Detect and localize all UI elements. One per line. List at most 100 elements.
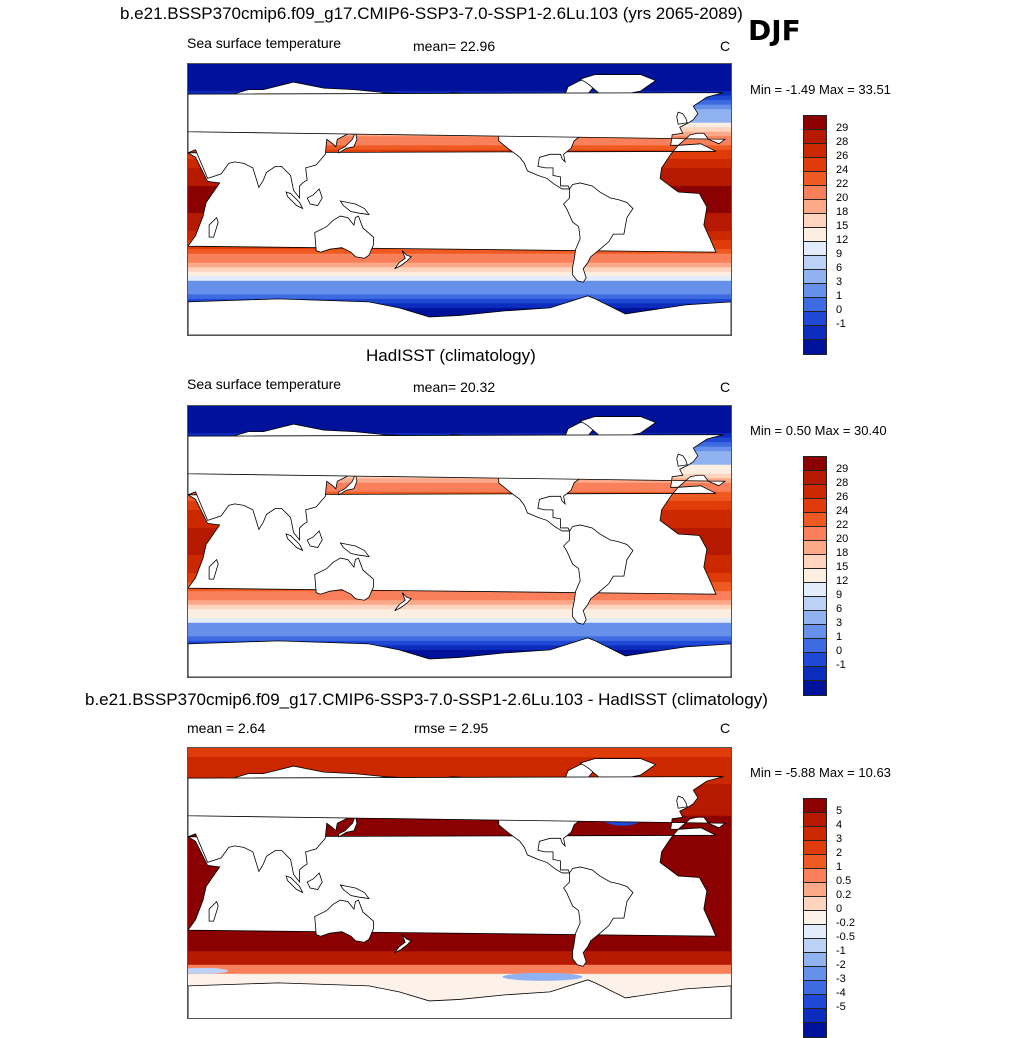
- ocean-band: [188, 64, 731, 70]
- colorbar-swatch: [804, 1023, 826, 1037]
- panel-2-title: HadISST (climatology): [366, 346, 536, 365]
- colorbar-swatch: [804, 200, 826, 214]
- colorbar-swatch: [804, 340, 826, 354]
- colorbar-level-label: 24: [836, 164, 849, 176]
- colorbar-level-label: 15: [836, 220, 849, 232]
- colorbar-swatch: [804, 116, 826, 130]
- ocean-band: [188, 960, 731, 966]
- panel-1-mean-label: mean= 22.96: [413, 38, 496, 54]
- ocean-band: [188, 600, 731, 606]
- panel-1-title: b.e21.BSSP370cmip6.f09_g17.CMIP6-SSP3-7.…: [120, 4, 743, 23]
- colorbar-level-label: -5: [836, 1001, 846, 1013]
- land-newguinea: [339, 200, 370, 216]
- colorbar-level-label: 29: [836, 463, 849, 475]
- ocean-band: [188, 424, 731, 430]
- colorbar-level-label: 3: [836, 617, 843, 629]
- ocean-band: [188, 253, 731, 259]
- ocean-band: [188, 982, 731, 988]
- panel-3-rmse-label: rmse = 2.95: [414, 720, 489, 736]
- colorbar-level-label: 1: [836, 631, 843, 643]
- panel-1-minmax-label: Min = -1.49 Max = 33.51: [750, 82, 891, 97]
- ocean-band: [188, 595, 731, 601]
- colorbar-level-label: -1: [836, 318, 846, 330]
- land-americasS: [563, 524, 634, 625]
- panel-2-mean-label: mean= 20.32: [413, 379, 496, 395]
- land-europe_w: [188, 92, 727, 146]
- ocean-band: [188, 654, 731, 660]
- ocean-band: [188, 136, 731, 142]
- colorbar-swatch: [804, 855, 826, 869]
- colorbar-swatch: [804, 995, 826, 1009]
- colorbar-level-label: 0: [836, 304, 843, 316]
- ocean-band: [188, 748, 731, 754]
- land-sumatra: [285, 533, 304, 552]
- ocean-band: [188, 285, 731, 291]
- land-madagascar: [208, 558, 219, 580]
- ocean-band: [188, 73, 731, 79]
- colorbar-swatch: [804, 611, 826, 625]
- colorbar-swatch: [804, 214, 826, 228]
- panel-3-map: [187, 747, 732, 1019]
- colorbar-level-label: 28: [836, 136, 849, 148]
- ocean-band: [188, 415, 731, 421]
- land-europe_w: [188, 434, 727, 488]
- ocean-band: [188, 258, 731, 264]
- ocean-band: [188, 649, 731, 656]
- map-canvas: [188, 406, 731, 677]
- colorbar-swatch: [804, 144, 826, 158]
- land-australia: [314, 557, 374, 601]
- colorbar-level-label: 1: [836, 290, 843, 302]
- colorbar-level-label: 12: [836, 234, 849, 246]
- ocean-band: [188, 86, 731, 92]
- colorbar-level-label: 3: [836, 276, 843, 288]
- colorbar-swatch: [804, 457, 826, 471]
- panel-1-map: [187, 63, 732, 336]
- panel-3-colorbar: [803, 798, 827, 1038]
- ocean-band: [188, 987, 731, 993]
- ocean-band: [188, 752, 731, 758]
- colorbar-level-label: -1: [836, 659, 846, 671]
- ocean-band: [188, 829, 731, 835]
- colorbar-level-label: -2: [836, 959, 846, 971]
- panel-2-units-label: C: [720, 379, 731, 395]
- ocean-band: [188, 609, 731, 615]
- ocean-band: [188, 964, 731, 970]
- colorbar-swatch: [804, 681, 826, 695]
- ocean-band: [188, 68, 731, 74]
- colorbar-swatch: [804, 939, 826, 953]
- cold-anomaly-patch: [502, 972, 583, 981]
- land-madagascar: [208, 900, 219, 922]
- ocean-band: [188, 406, 731, 412]
- season-label: DJF: [748, 14, 801, 47]
- colorbar-swatch: [804, 130, 826, 144]
- ocean-band: [188, 996, 731, 1002]
- ocean-band: [188, 933, 731, 939]
- ocean-band: [188, 820, 731, 826]
- panel-2-variable-label: Sea surface temperature: [187, 376, 342, 392]
- ocean-band: [188, 303, 731, 309]
- land-nz: [394, 592, 412, 612]
- land-americasS: [563, 866, 634, 967]
- colorbar-swatch: [804, 911, 826, 925]
- colorbar-swatch: [804, 471, 826, 485]
- ocean-band: [188, 636, 731, 642]
- ocean-band: [188, 757, 731, 763]
- colorbar-swatch: [804, 967, 826, 981]
- land-borneo: [306, 530, 323, 548]
- colorbar-level-label: 2: [836, 847, 843, 859]
- colorbar-swatch: [804, 256, 826, 270]
- colorbar-level-label: -0.5: [836, 931, 855, 943]
- ocean-band: [188, 419, 731, 425]
- colorbar-swatch: [804, 326, 826, 340]
- colorbar-swatch: [804, 653, 826, 667]
- ocean-band: [188, 770, 731, 776]
- colorbar-swatch: [804, 186, 826, 200]
- ocean-band: [188, 271, 731, 277]
- colorbar-level-label: 0: [836, 903, 843, 915]
- ocean-band: [188, 645, 731, 651]
- colorbar-level-label: 26: [836, 150, 849, 162]
- colorbar-swatch: [804, 841, 826, 855]
- colorbar-swatch: [804, 799, 826, 813]
- land-nz: [394, 934, 412, 954]
- colorbar-swatch: [804, 639, 826, 653]
